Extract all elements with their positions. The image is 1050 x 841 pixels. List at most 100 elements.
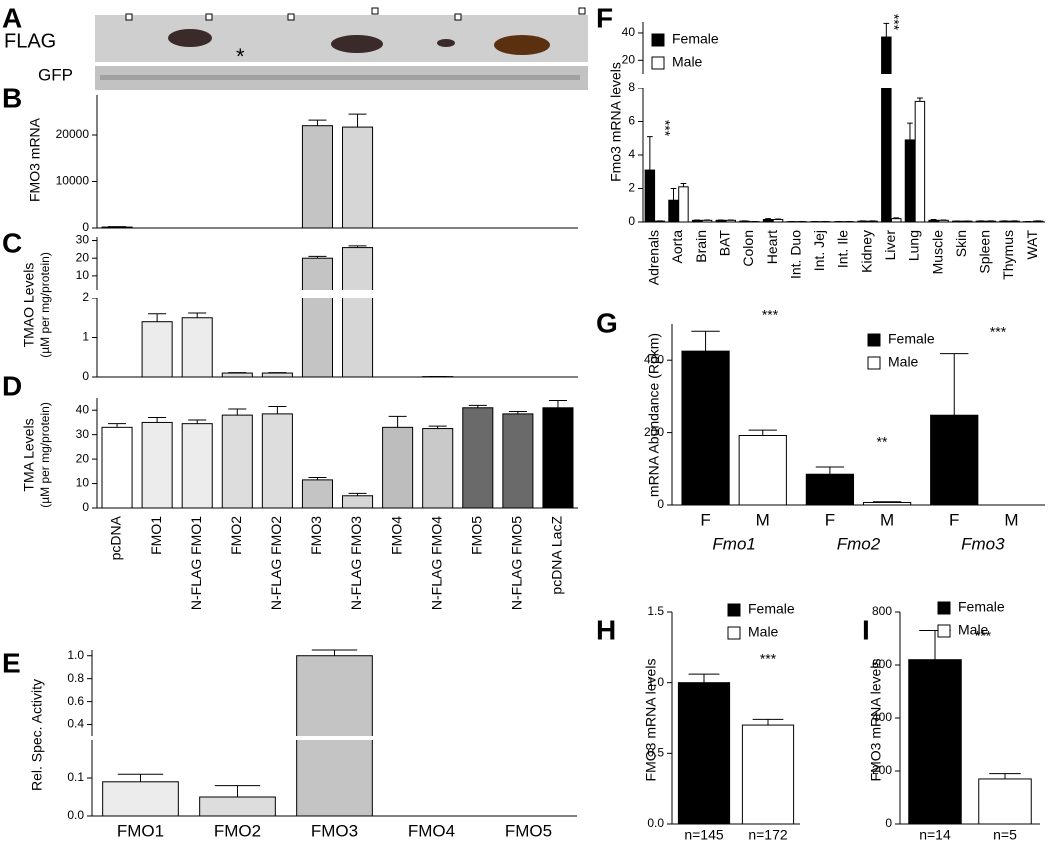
bar (382, 426, 414, 509)
y-tick-label: 0.6 (67, 694, 84, 708)
x-tick-label: Skin (953, 230, 969, 257)
error-bar (680, 182, 687, 187)
bar (701, 219, 713, 223)
band (494, 35, 550, 55)
legend-swatch (651, 56, 665, 70)
x-tick-label: n=172 (748, 827, 788, 841)
x-tick-label: N-FLAG FMO3 (348, 516, 364, 610)
bar (762, 218, 774, 223)
error-bar (688, 673, 720, 683)
error-bar (428, 425, 447, 429)
bar (908, 659, 962, 825)
error-bar (748, 429, 777, 436)
bar (542, 407, 574, 509)
x-tick-label: WAT (1024, 230, 1040, 260)
y-axis-label: Rel. Spec. Activity (29, 679, 45, 791)
y-tick-label: 200 (872, 763, 892, 777)
panel-letter: F (596, 2, 613, 33)
annotation: *** (760, 651, 777, 667)
error-bar (930, 218, 937, 221)
x-tick-label: FMO4 (388, 516, 404, 555)
panel-letter: I (862, 614, 870, 645)
band (437, 39, 455, 47)
bar (904, 139, 916, 223)
legend-label: Male (672, 54, 703, 70)
axis-break (86, 736, 579, 740)
bar (221, 414, 253, 509)
bar (691, 219, 703, 223)
y-tick-label: 6 (628, 114, 635, 128)
panel-letter: G (596, 307, 618, 338)
y-tick-label: 20 (76, 451, 90, 465)
x-tick-label: Colon (740, 230, 756, 267)
x-tick-label: N-FLAG FMO2 (268, 516, 284, 610)
bar (221, 372, 253, 378)
x-tick-label: Int. Ile (835, 230, 851, 268)
error-bar (228, 408, 247, 416)
x-tick-label: FMO1 (148, 516, 164, 555)
bar (862, 501, 912, 506)
legend-swatch (937, 601, 951, 615)
x-tick-label: N-FLAG FMO4 (428, 516, 444, 610)
annotation: *** (886, 14, 902, 31)
lane-marker (125, 13, 133, 21)
y-tick-label: 0.5 (647, 746, 664, 760)
y-tick-label: 0.1 (67, 770, 84, 784)
y-tick-label: 4 (628, 147, 635, 161)
y-tick-label: 1.5 (647, 604, 664, 618)
error-bar (388, 415, 407, 428)
y-tick-label: 0 (885, 816, 892, 830)
error-bar (188, 312, 207, 318)
x-tick-label: Liver (882, 230, 898, 261)
legend-label: Female (888, 331, 935, 347)
y-tick-label: 0 (82, 369, 89, 383)
x-tick-label: Fmo1 (712, 534, 755, 553)
y-tick-label: 0 (82, 500, 89, 514)
error-bar (308, 476, 327, 480)
error-bar (548, 399, 567, 408)
y-tick-label: 20 (622, 52, 636, 66)
axis-break (91, 290, 580, 298)
x-tick-label: Fmo3 (961, 534, 1005, 553)
bar (342, 495, 374, 509)
panel-letter: E (2, 647, 21, 678)
error-bar (893, 217, 900, 219)
x-tick-label: N-FLAG FMO5 (509, 516, 525, 610)
error-bar (348, 245, 367, 248)
axis-break (637, 74, 1047, 88)
y-tick-label: 1.0 (647, 675, 664, 689)
error-bar (647, 136, 653, 171)
panel-letter: A (2, 2, 22, 33)
bar (891, 218, 902, 223)
x-tick-label: FMO2 (214, 821, 261, 840)
annotation: *** (762, 307, 779, 323)
error-bar (670, 188, 677, 201)
bar (342, 247, 374, 378)
bar (978, 778, 1032, 825)
y-tick-label: 0.8 (67, 671, 84, 685)
x-tick-label: Spleen (977, 230, 993, 274)
x-tick-label: Thymus (1000, 230, 1016, 280)
y-axis-label: (µM per mg/protein) (38, 252, 52, 358)
error-bar (883, 22, 890, 38)
y-tick-label: 600 (872, 657, 892, 671)
y-tick-label: 30 (76, 233, 90, 247)
bar (644, 169, 656, 223)
bar (301, 257, 333, 378)
bar (881, 36, 892, 223)
x-tick-label: BAT (716, 230, 732, 257)
band (100, 75, 580, 80)
band (331, 35, 383, 53)
legend-swatch (727, 603, 741, 617)
y-tick-label: 1 (82, 330, 89, 344)
error-bar (108, 423, 127, 428)
bar (741, 724, 795, 825)
x-tick-label: FMO4 (408, 821, 455, 840)
legend-swatch (937, 624, 951, 638)
error-bar (468, 404, 487, 408)
legend-swatch (867, 333, 881, 347)
bar (141, 321, 173, 378)
legend-swatch (867, 356, 881, 370)
error-bar (268, 406, 287, 414)
annotation: ** (877, 434, 888, 450)
